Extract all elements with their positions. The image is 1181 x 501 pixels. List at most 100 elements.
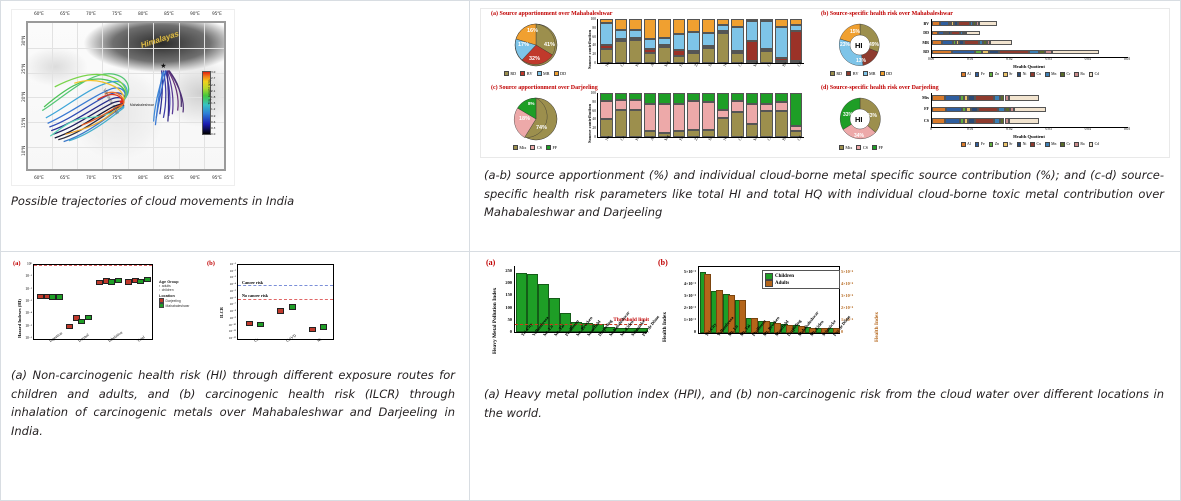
hbar-seg-cu bbox=[957, 21, 970, 26]
hbar-seg-cr bbox=[962, 30, 965, 36]
hpi-a-ytick: 100 bbox=[505, 304, 512, 310]
chart-b-donut: HI 49% 13% 23% 15% bbox=[839, 23, 880, 66]
stacked-bar-ytick: 40 bbox=[592, 117, 596, 122]
hbar-row bbox=[932, 118, 1128, 124]
svg-text:34%: 34% bbox=[854, 133, 865, 139]
hpi-b-panel-label: (b) bbox=[658, 258, 668, 267]
stacked-bar-xlabel: Ba bbox=[780, 135, 788, 142]
risk-a-ytick: 10⁻² bbox=[25, 286, 32, 291]
bar-segment-cs bbox=[789, 125, 803, 132]
hpi-b-bar-adults bbox=[809, 327, 817, 333]
stacked-bar-ytick: 100 bbox=[590, 91, 596, 95]
source-apportionment-figure: (a) Source apportionment over Mahabalesh… bbox=[480, 8, 1170, 158]
svg-text:33%: 33% bbox=[867, 113, 878, 119]
stacked-bar-column bbox=[789, 18, 803, 63]
hbar-legend-item-fe: Fe bbox=[974, 142, 985, 147]
legend-label: Cd bbox=[1094, 72, 1100, 77]
hbar-seg-al bbox=[932, 40, 942, 45]
hbar-seg-zn bbox=[961, 106, 967, 113]
hbar-seg-ba bbox=[1004, 118, 1009, 124]
stacked-bar-column bbox=[658, 93, 671, 137]
bar-segment-ff bbox=[760, 93, 773, 105]
bar-segment-dd bbox=[687, 19, 701, 33]
svg-text:23%: 23% bbox=[840, 42, 851, 48]
bar-segment-bv bbox=[731, 50, 744, 53]
hbar-row bbox=[932, 21, 1128, 26]
hbar-legend-item-zn: Zn bbox=[988, 142, 999, 147]
stacked-bar-xlabel: Mn bbox=[751, 60, 759, 68]
stacked-bar-column bbox=[687, 93, 701, 137]
hpi-threshold-label: Threshold limit bbox=[613, 316, 649, 323]
bar-segment-mix bbox=[745, 124, 759, 137]
legend-label: Al bbox=[967, 142, 971, 147]
hbar-seg-zn bbox=[948, 21, 952, 26]
hpi-a-bar bbox=[537, 283, 549, 332]
legend-item-bv: BV bbox=[520, 71, 533, 76]
chart-d-health-risk-darjeeling: (d) Source-specific health risk over Dar… bbox=[817, 85, 1167, 157]
bar-segment-rd bbox=[716, 32, 730, 63]
hbar-seg-mn bbox=[993, 118, 1001, 124]
hbar-seg-zn bbox=[952, 40, 957, 45]
threshold-line bbox=[34, 265, 152, 266]
stacked-bar-xlabel: K bbox=[633, 136, 640, 142]
legend-age-adults: ▪ adults bbox=[159, 284, 171, 288]
bar-segment-bv bbox=[760, 48, 773, 51]
bar-segment-dd bbox=[614, 19, 628, 30]
bar-segment-rd bbox=[643, 53, 657, 63]
bar-segment-dd bbox=[702, 19, 715, 34]
hpi-a-bar bbox=[582, 322, 593, 332]
bar-segment-mix bbox=[789, 131, 803, 137]
hbar-legend-item-sr: Sr bbox=[1003, 72, 1013, 77]
hbar-seg-ba bbox=[975, 21, 979, 26]
legend-label: Sr bbox=[1009, 72, 1013, 77]
hbar-seg-cd bbox=[978, 21, 997, 26]
lon-tick-b5: 85°E bbox=[164, 176, 174, 181]
legend-label: Children bbox=[775, 273, 795, 279]
stacked-bar-column bbox=[789, 93, 803, 137]
hbar-seg-fe bbox=[944, 95, 960, 102]
hpi-b-ytick-right: 5×10⁻⁴ bbox=[841, 269, 854, 275]
hpi-b-bar-adults bbox=[797, 325, 805, 333]
bar-segment-bv bbox=[672, 49, 686, 56]
stacked-bar-column bbox=[702, 93, 715, 137]
hbar-xtick: 0.02 bbox=[1006, 57, 1013, 61]
map-frame: Himalayas Western Ghat ★ ★ Mahabaleshwar… bbox=[26, 21, 226, 171]
hpi-a-bar bbox=[626, 327, 637, 332]
hpi-threshold-line bbox=[515, 323, 647, 325]
bar-segment-bv bbox=[716, 30, 730, 33]
risk-chart-a: (a) Hazard Indexes (HI) 10⁻⁶ 10⁻⁵ 10⁻⁴ 10⁻³… bbox=[11, 260, 161, 356]
stacked-bar-xlabel: Al bbox=[648, 135, 655, 142]
cell-source-apportionment: (a) Source apportionment over Mahabalesh… bbox=[470, 0, 1181, 252]
legend-label: Cu bbox=[1036, 72, 1041, 77]
bar-segment-mix bbox=[760, 111, 773, 137]
chart-d-donut: HI 33% 34% 33% bbox=[839, 97, 881, 139]
legend-swatch bbox=[1016, 72, 1022, 77]
stacked-bar-column bbox=[731, 19, 744, 63]
legend-swatch bbox=[1044, 142, 1050, 147]
risk-a-ytick: 10⁻⁶ bbox=[25, 336, 32, 340]
hbar-seg-cd bbox=[1051, 49, 1099, 55]
stacked-bar-ytick: 20 bbox=[592, 126, 596, 131]
risk-b-panel-label: (b) bbox=[207, 260, 215, 267]
hbar-category: FF bbox=[924, 106, 929, 112]
risk-b-ytick: 10⁻⁹ bbox=[229, 315, 236, 320]
hpi-a-bar bbox=[549, 297, 560, 332]
bar-segment-ff bbox=[600, 93, 613, 102]
hbar-seg-ba bbox=[1045, 49, 1052, 55]
legend-b-bv: BV bbox=[846, 71, 859, 76]
risk-b-ytick: 10⁻³ bbox=[229, 275, 236, 280]
bar-segment-dd bbox=[629, 19, 642, 30]
cell-health-risk-scatter: (a) Hazard Indexes (HI) 10⁻⁶ 10⁻⁵ 10⁻⁴ 10⁻³… bbox=[0, 252, 470, 501]
hbar-seg-sr bbox=[946, 30, 949, 36]
legend-d-cs: CS bbox=[856, 145, 868, 150]
legend-label: Mn bbox=[1051, 142, 1057, 147]
bar-segment-ff bbox=[731, 93, 744, 102]
svg-text:HI: HI bbox=[855, 41, 863, 50]
colorbar-tick: 2.7 bbox=[211, 76, 216, 81]
bar-segment-mr bbox=[629, 29, 642, 38]
bar-segment-dd bbox=[731, 19, 744, 28]
stacked-bar-column bbox=[687, 19, 701, 63]
stacked-bar-xlabel: Sr bbox=[707, 61, 714, 68]
bar-segment-bv bbox=[600, 45, 613, 50]
bar-segment-cs bbox=[731, 101, 744, 112]
